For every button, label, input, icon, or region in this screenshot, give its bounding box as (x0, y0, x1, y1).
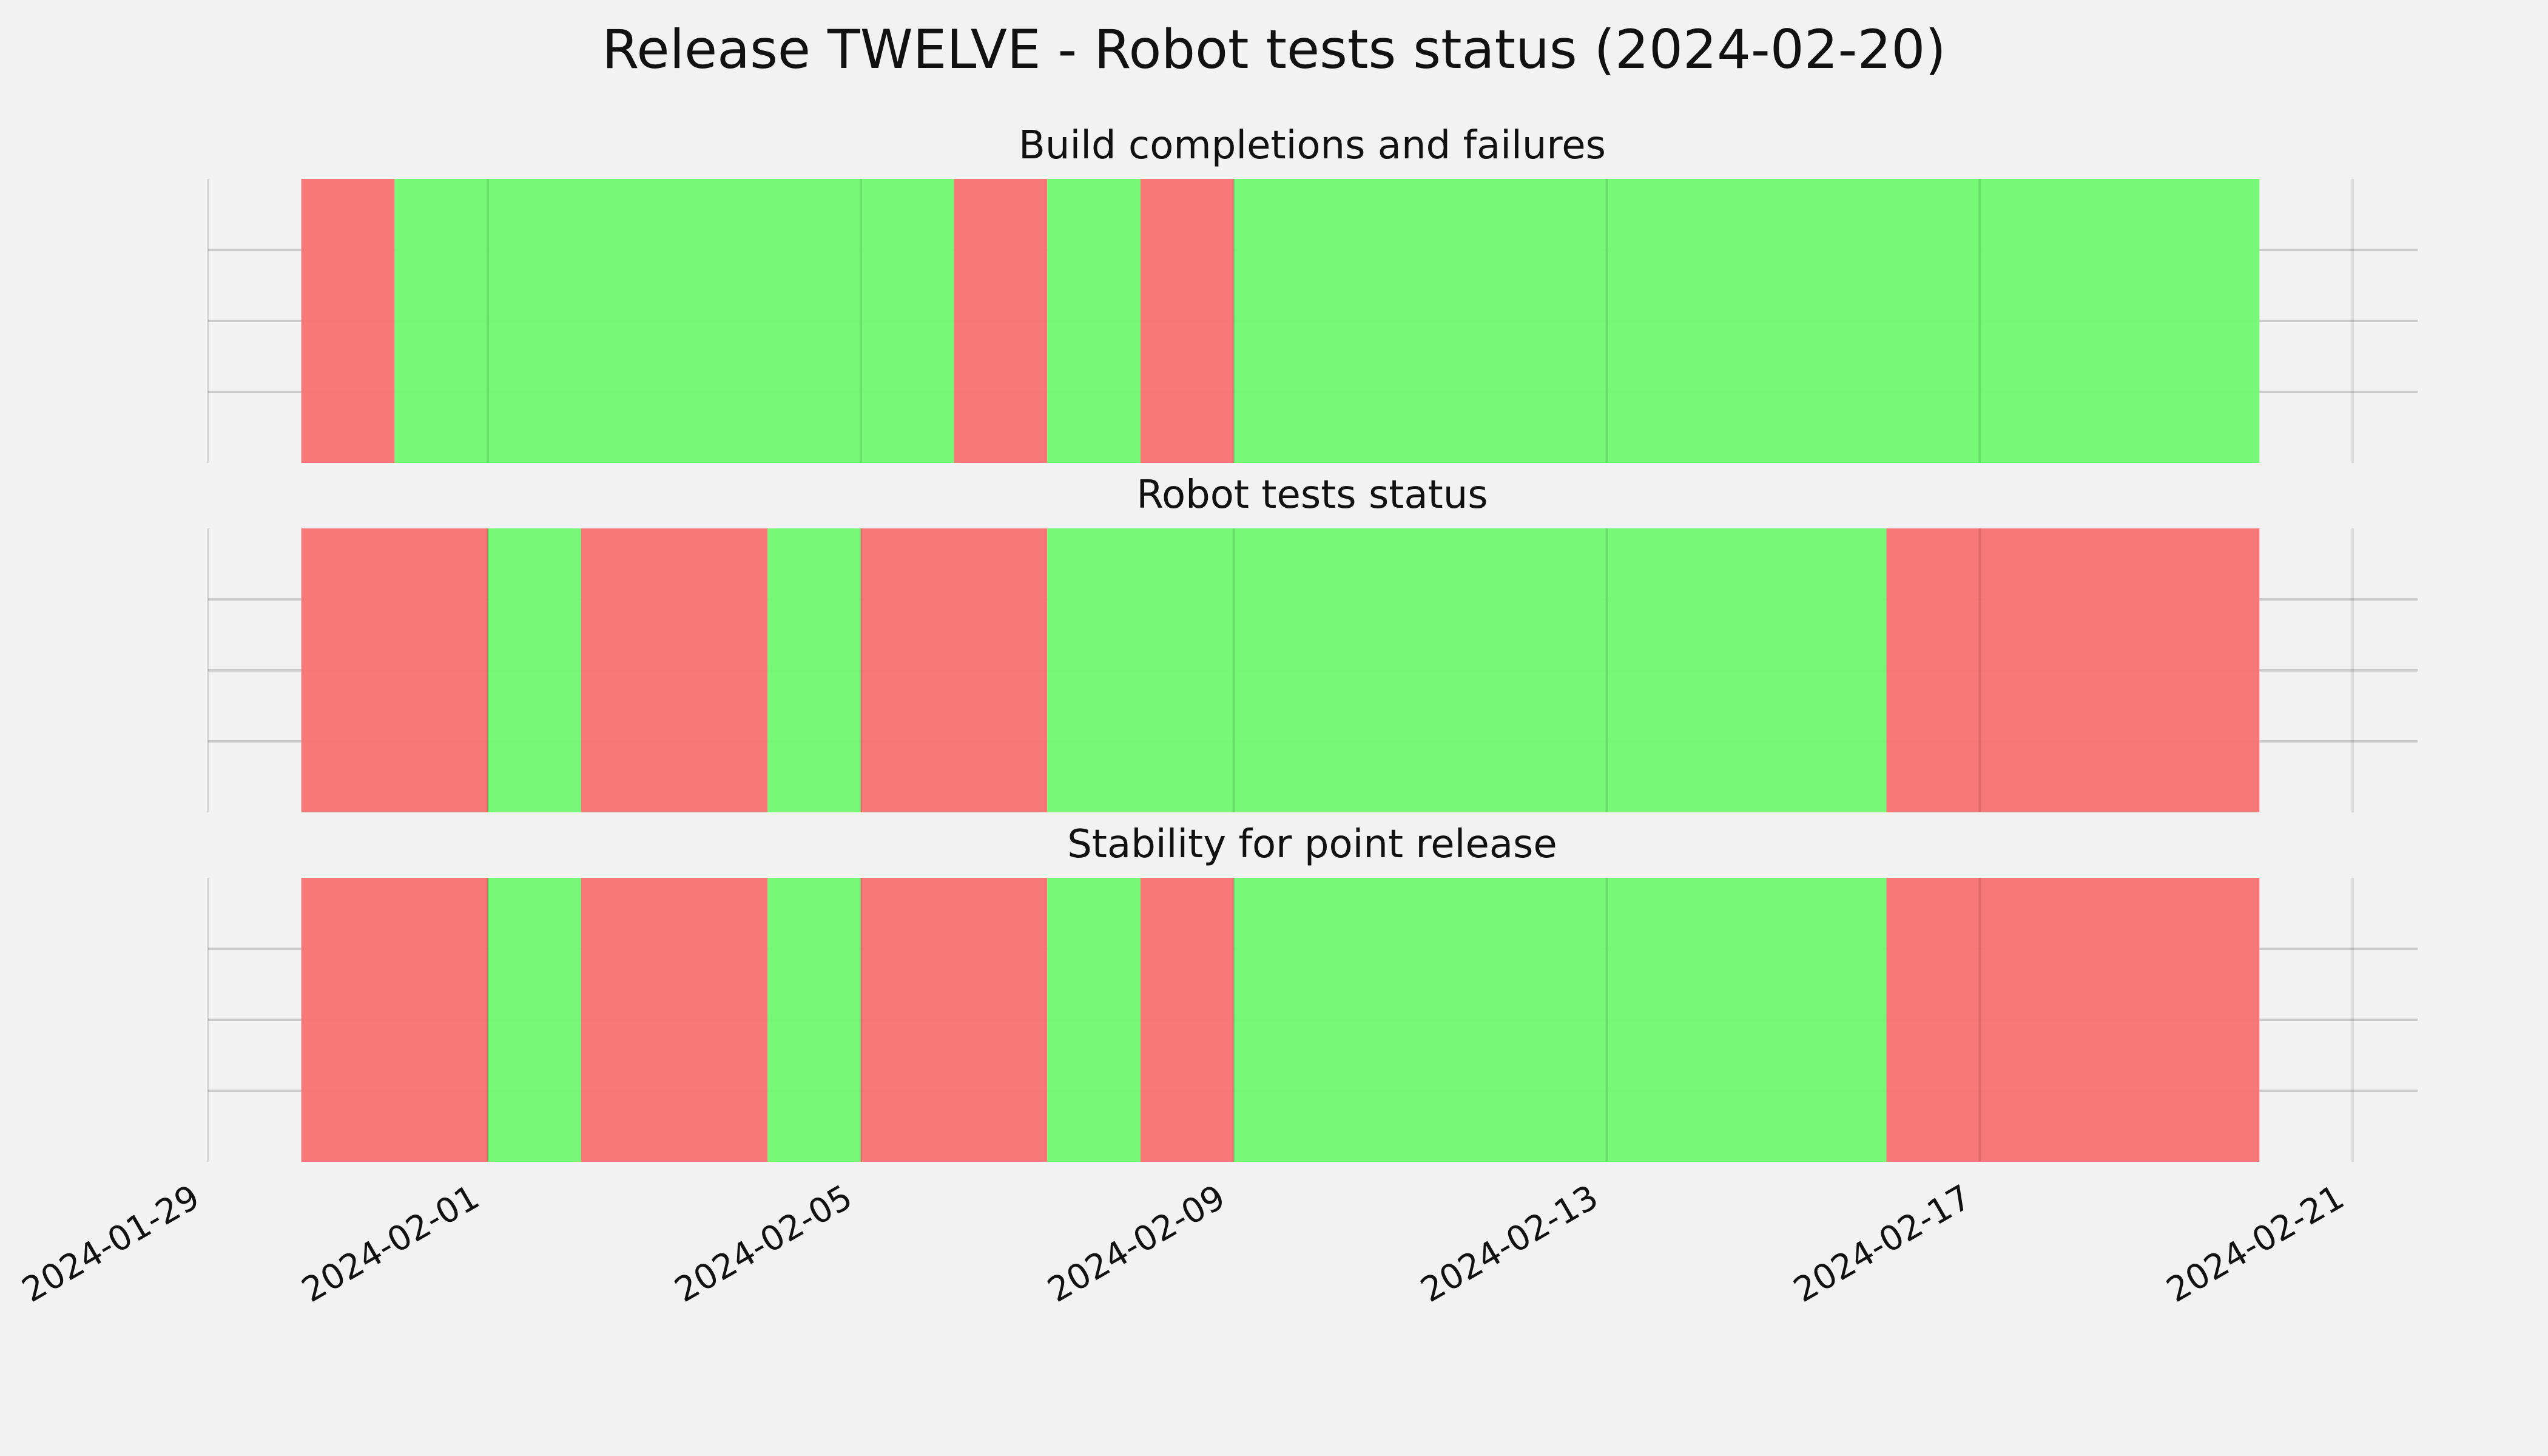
segment-fail (1886, 528, 2260, 812)
segment-fail (301, 878, 488, 1162)
panel-title: Build completions and failures (1019, 123, 1606, 168)
segment-fail (860, 528, 1048, 812)
chart-title: Release TWELVE - Robot tests status (202… (602, 18, 1946, 81)
panel-title: Stability for point release (1067, 822, 1557, 867)
segment-pass (767, 878, 861, 1162)
segment-fail (301, 179, 395, 463)
segment-fail (1140, 878, 1234, 1162)
segment-fail (581, 878, 768, 1162)
segment-pass (488, 528, 581, 812)
segment-pass (1233, 179, 2260, 463)
segment-pass (1233, 878, 1887, 1162)
segment-fail (581, 528, 768, 812)
segment-fail (301, 528, 488, 812)
segment-pass (394, 179, 954, 463)
panel-title: Robot tests status (1136, 473, 1488, 517)
segment-fail (1886, 878, 2260, 1162)
panel-1: Build completions and failures (207, 123, 2418, 463)
panels: Build completions and failures Robot test… (207, 123, 2418, 1162)
segment-pass (1047, 528, 1887, 812)
panel-3: Stability for point release (207, 822, 2418, 1162)
segment-fail (1140, 179, 1234, 463)
segment-pass (1047, 878, 1141, 1162)
segment-fail (954, 179, 1048, 463)
segment-pass (1047, 179, 1141, 463)
panel-2: Robot tests status (207, 473, 2418, 812)
segment-fail (860, 878, 1048, 1162)
segment-pass (488, 878, 581, 1162)
segment-pass (767, 528, 861, 812)
